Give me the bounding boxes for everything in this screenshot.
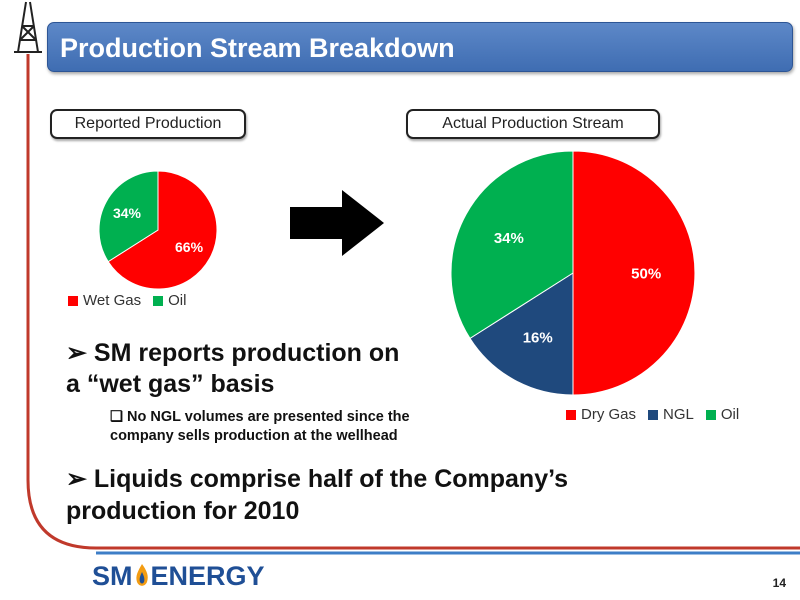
page-number: 14 [772,576,786,590]
sub-bullet-line-2: company sells production at the wellhead [110,428,398,444]
logo-text-sm: SM [92,560,133,591]
legend-label-dry-gas: Dry Gas [581,406,637,423]
legend-item-oil: Oil [153,292,186,309]
bullet-2-line-1: ➢ Liquids comprise half of the Company’s [66,465,569,493]
logo-text-energy: ENERGY [150,560,265,591]
reported-production-label: Reported Production [50,109,246,139]
legend-swatch-dry-gas [566,409,576,420]
right-arrow-icon [290,190,384,256]
reported-production-pie: 66% 34% [98,170,218,290]
legend-item-dry-gas: Dry Gas [566,406,636,423]
reported-slice-wet-gas [107,170,218,290]
legend-swatch-wet-gas [68,295,78,306]
legend-label-oil: Oil [168,292,187,309]
reported-label-oil: 34% [113,205,142,221]
bullet-1-line-1: ➢ SM reports production on [66,339,400,367]
reported-label-wet-gas: 66% [175,239,204,255]
actual-slice-ngl [469,272,574,396]
sm-energy-logo: SM ENERGY [92,560,265,592]
actual-label-oil: 34% [494,230,524,247]
flame-icon [135,564,148,586]
actual-label-ngl: 16% [523,329,553,346]
actual-slice-oil [450,150,574,340]
actual-legend: Dry Gas NGL Oil [566,406,751,423]
legend-swatch-oil-2 [705,409,716,420]
legend-item-oil-2: Oil [705,406,740,423]
actual-production-pie: 50% 16% 34% [450,150,696,396]
bullet-1-line-2: a “wet gas” basis [66,370,275,398]
reported-slice-oil [98,170,159,263]
actual-slice-dry-gas [572,150,696,396]
legend-swatch-ngl [648,409,659,420]
derrick-icon [14,1,42,53]
legend-item-ngl: NGL [648,406,694,423]
legend-label-wet-gas: Wet Gas [83,292,142,309]
reported-legend: Wet Gas Oil [68,292,198,309]
legend-label-oil-2: Oil [720,406,740,423]
actual-label-dry-gas: 50% [631,265,661,282]
legend-swatch-oil [153,295,164,306]
legend-label-ngl: NGL [663,406,694,423]
legend-item-wet-gas: Wet Gas [68,292,141,309]
sub-bullet-line-1: ❏ No NGL volumes are presented since the [110,409,410,425]
slide-title: Production Stream Breakdown [47,22,793,72]
actual-production-label: Actual Production Stream [406,109,660,139]
left-curve [26,54,800,550]
bullet-2-line-2: production for 2010 [66,497,300,525]
